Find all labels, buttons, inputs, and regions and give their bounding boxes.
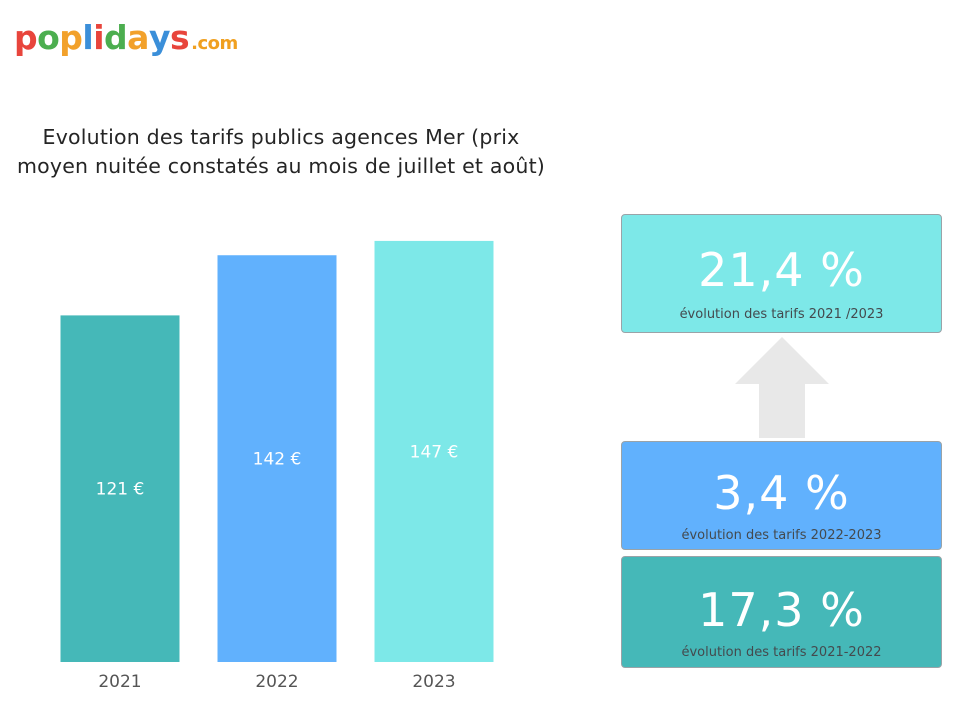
data-label-2021: 121 €	[96, 480, 145, 500]
logo-letter: d	[104, 18, 128, 57]
bar-chart: 121 € 2021 142 € 2022 147 € 2023	[60, 240, 494, 692]
kpi-value-2021-2022: 17,3 %	[698, 583, 865, 637]
chart-title-line-1: Evolution des tarifs publics agences Mer…	[42, 125, 520, 149]
bar-2023	[374, 240, 494, 662]
kpi-caption-2021-2023: évolution des tarifs 2021 /2023	[679, 307, 884, 322]
logo-letter: l	[82, 18, 94, 57]
bar-2021	[60, 315, 180, 662]
logo-suffix: .com	[191, 33, 238, 54]
kpi-caption-2021-2022: évolution des tarifs 2021-2022	[681, 645, 882, 660]
kpi-value-2021-2023: 21,4 %	[698, 243, 865, 297]
logo-letter: o	[37, 18, 60, 57]
kpi-card-2021-2023: 21,4 % évolution des tarifs 2021 /2023	[621, 214, 942, 333]
x-tick-label-2023: 2023	[412, 672, 455, 692]
data-label-2023: 147 €	[410, 442, 459, 462]
data-label-2022: 142 €	[253, 450, 302, 470]
chart-title: Evolution des tarifs publics agences Mer…	[0, 123, 562, 181]
kpi-value-2022-2023: 3,4 %	[713, 466, 850, 520]
x-tick-label-2021: 2021	[98, 672, 141, 692]
kpi-card-2021-2022: 17,3 % évolution des tarifs 2021-2022	[621, 556, 942, 668]
poplidays-logo[interactable]: poplidays .com	[14, 18, 238, 66]
logo-letter: p	[59, 18, 83, 57]
logo-letter: s	[169, 18, 190, 57]
kpi-card-2022-2023: 3,4 % évolution des tarifs 2022-2023	[621, 441, 942, 550]
logo-letter: p	[14, 18, 38, 57]
logo-letter: y	[148, 18, 171, 57]
logo-letter: a	[127, 18, 149, 57]
chart-title-line-2: moyen nuitée constatés au mois de juille…	[16, 154, 545, 178]
kpi-caption-2022-2023: évolution des tarifs 2022-2023	[681, 528, 882, 543]
x-tick-label-2022: 2022	[255, 672, 298, 692]
logo-wordmark: poplidays	[14, 18, 190, 57]
bar-2022	[217, 255, 337, 662]
logo-letter: i	[93, 18, 105, 57]
up-arrow-icon	[735, 337, 829, 438]
